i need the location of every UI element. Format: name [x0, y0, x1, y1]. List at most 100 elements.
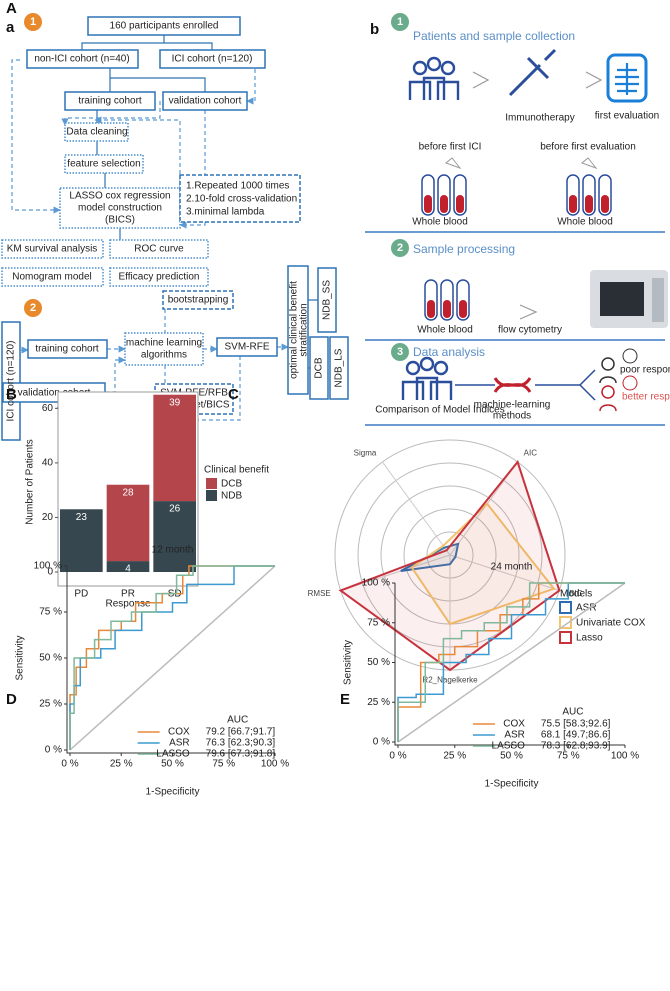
x-axis-title: Response — [105, 599, 150, 610]
node-label: ICI cohort (n=120) — [172, 54, 253, 65]
node-label: DCB — [314, 357, 325, 378]
legend-auc: 68.1 [49.7;86.6] — [541, 730, 611, 741]
node-label: model construction — [78, 203, 162, 214]
node-label: LASSO cox regression — [69, 191, 170, 202]
y-tick-label: 0 % — [373, 737, 390, 748]
y-tick-label: 25 % — [367, 697, 390, 708]
y-tick-label: 75 % — [367, 617, 390, 628]
node-label: bootstrapping — [168, 295, 229, 306]
flow-boxes — [1, 16, 301, 287]
x-tick-label: 50 % — [161, 759, 184, 770]
legend-label: ASR — [576, 603, 597, 614]
y-tick-label: 75 % — [39, 607, 62, 618]
bar — [106, 561, 150, 572]
y-tick-label: 100 % — [362, 578, 390, 589]
legend-auc: 76.3 [62.3;90.3] — [206, 738, 276, 749]
y-axis-title: Sensitivity — [343, 640, 354, 685]
node-label: KM survival analysis — [7, 244, 98, 255]
panel-label: D — [6, 691, 17, 708]
x-tick-label: 0 % — [389, 751, 406, 762]
panel-label: b — [370, 21, 379, 38]
step-badge — [391, 13, 409, 31]
y-axis-title: Sensitivity — [15, 635, 26, 680]
step-number: 1 — [30, 16, 36, 28]
step-badge — [391, 343, 409, 361]
panel-label: A — [6, 0, 17, 17]
legend-swatch — [206, 490, 217, 501]
value-label: 23 — [76, 512, 88, 523]
reference-diagonal — [69, 565, 276, 751]
label: machine-learning — [474, 400, 551, 411]
legend-label: Lasso — [576, 633, 603, 644]
chart-title: 24 month — [491, 562, 533, 573]
roc-curve — [397, 582, 625, 742]
x-tick-label: 0 % — [61, 759, 78, 770]
node-label: stratification — [299, 303, 310, 356]
panel-label: E — [340, 691, 350, 708]
y-tick-label: 50 % — [367, 657, 390, 668]
radar-area — [410, 502, 556, 626]
step-title: Patients and sample collection — [413, 29, 575, 43]
x-tick-label: 25 % — [110, 759, 133, 770]
label: first evaluation — [595, 111, 659, 122]
note: 3.minimal lambda — [186, 207, 265, 218]
node-label: feature selection — [67, 159, 140, 170]
y-tick-label: 25 % — [39, 699, 62, 710]
legend-label: NDB — [221, 491, 242, 502]
label: poor response — [620, 365, 670, 376]
value-label: 26 — [169, 504, 181, 515]
legend-auc: 79.2 [66.7;91.7] — [206, 727, 276, 738]
legend-label: Univariate COX — [576, 618, 646, 629]
value-label: 4 — [125, 564, 131, 575]
step-title: Sample processing — [413, 242, 515, 256]
step-number: 3 — [397, 346, 403, 358]
spoke — [382, 461, 451, 556]
x-tick-label: 75 % — [557, 751, 580, 762]
value-label: 28 — [122, 487, 134, 498]
node-label: NDB_SS — [322, 280, 333, 320]
y-tick-label: 0 % — [45, 745, 62, 756]
y-tick-label: 20 — [42, 512, 54, 523]
node-label: validation cohort — [18, 388, 91, 399]
node-label: algorithms — [141, 350, 187, 361]
legend-auc: 79.6 [67.3;91.8] — [206, 749, 276, 760]
legend-title: AUC — [562, 707, 583, 718]
node-label: training cohort — [78, 96, 142, 107]
legend-label: COX — [168, 727, 190, 738]
y-tick-label: 0 — [47, 567, 53, 578]
x-tick-label: 50 % — [500, 751, 523, 762]
legend-title: Clinical benefit — [204, 465, 269, 476]
x-tick-label: 100 % — [261, 759, 289, 770]
bar — [60, 509, 103, 572]
axis-label: BIC — [569, 589, 583, 598]
x-tick-label: 100 % — [611, 751, 639, 762]
legend-label: LASSO — [492, 741, 526, 752]
step-number: 2 — [397, 242, 403, 254]
step-number: 2 — [30, 302, 36, 314]
axes — [394, 583, 625, 746]
label: Immunotherapy — [505, 113, 574, 124]
label: Whole blood — [557, 217, 613, 228]
x-tick-label: PD — [74, 589, 88, 600]
legend-swatch — [559, 601, 572, 614]
node-label: training cohort — [35, 344, 99, 355]
legend-swatch — [206, 478, 217, 489]
label: methods — [493, 411, 531, 422]
legend-swatch — [559, 616, 572, 629]
bar — [106, 484, 150, 562]
axis-label: AIC — [524, 449, 538, 458]
x-tick-label: 75 % — [212, 759, 235, 770]
node-label: Data cleaning — [66, 127, 127, 138]
node-label: ICI cohort (n=120) — [6, 341, 17, 422]
label: Whole blood — [412, 217, 468, 228]
chart-title: Comparison of Model Indices — [375, 405, 505, 416]
node-label: non-ICI cohort (n=40) — [34, 54, 129, 65]
node-label: machine learning — [126, 338, 202, 349]
axis-label: RMSE — [308, 589, 331, 598]
panel-label: C — [228, 386, 239, 403]
axis-label: Sigma — [354, 449, 377, 458]
legend-label: ASR — [169, 738, 190, 749]
label: before first ICI — [419, 142, 482, 153]
spoke — [449, 554, 560, 592]
